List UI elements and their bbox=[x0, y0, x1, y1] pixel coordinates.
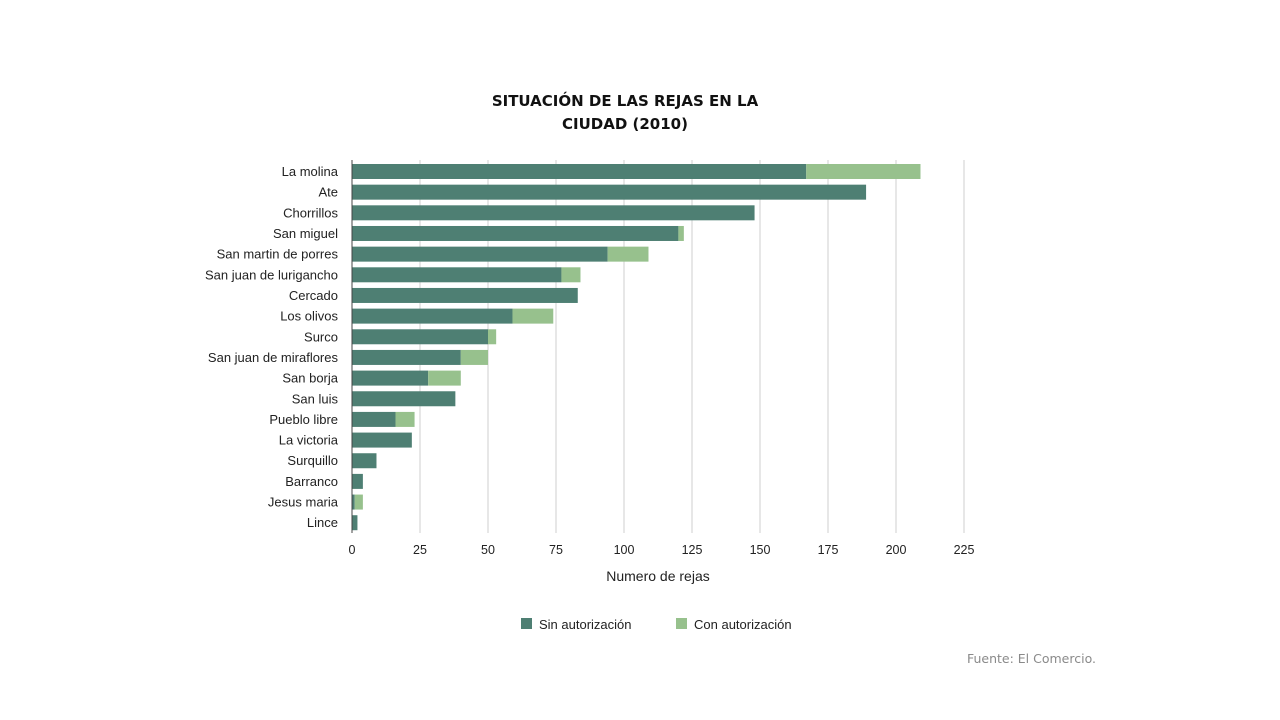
x-tick-label-125: 125 bbox=[682, 543, 703, 557]
bar-la-molina-sin-autorizacion bbox=[352, 164, 807, 179]
x-tick-label-25: 25 bbox=[413, 543, 427, 557]
category-label-la-victoria: La victoria bbox=[279, 433, 339, 448]
category-label-san-martin-de-porres: San martin de porres bbox=[217, 247, 339, 262]
category-label-los-olivos: Los olivos bbox=[280, 309, 338, 324]
bar-jesus-maria-con-autorizacion bbox=[354, 494, 363, 510]
bar-pueblo-libre-con-autorizacion bbox=[395, 411, 415, 427]
bar-pueblo-libre-sin-autorizacion bbox=[352, 411, 396, 427]
x-tick-label-100: 100 bbox=[614, 543, 635, 557]
category-label-surquillo: Surquillo bbox=[287, 453, 338, 468]
category-label-jesus-maria: Jesus maria bbox=[268, 495, 339, 510]
bar-cercado-sin-autorizacion bbox=[352, 287, 578, 303]
bar-chorrillos-sin-autorizacion bbox=[352, 205, 755, 221]
category-label-la-molina: La molina bbox=[282, 164, 339, 179]
chart-title-line-1: SITUACIÓN DE LAS REJAS EN LA bbox=[492, 91, 759, 110]
bar-lince-sin-autorizacion bbox=[352, 515, 358, 531]
bar-san-juan-de-miraflores-con-autorizacion bbox=[460, 349, 488, 365]
bar-surco-sin-autorizacion bbox=[352, 329, 488, 345]
bar-la-molina-con-autorizacion bbox=[806, 164, 921, 179]
x-tick-label-150: 150 bbox=[750, 543, 771, 557]
category-label-ate: Ate bbox=[318, 185, 338, 200]
bar-jesus-maria-sin-autorizacion bbox=[352, 494, 355, 510]
category-label-pueblo-libre: Pueblo libre bbox=[269, 412, 338, 427]
bar-san-juan-de-lurigancho-sin-autorizacion bbox=[352, 267, 562, 283]
bar-san-luis-sin-autorizacion bbox=[352, 391, 456, 407]
bar-san-juan-de-miraflores-sin-autorizacion bbox=[352, 349, 461, 365]
category-label-surco: Surco bbox=[304, 329, 338, 344]
bar-san-martin-de-porres-sin-autorizacion bbox=[352, 246, 608, 262]
bar-la-victoria-sin-autorizacion bbox=[352, 432, 412, 448]
bars bbox=[352, 164, 921, 531]
bar-los-olivos-con-autorizacion bbox=[512, 308, 554, 324]
category-label-chorrillos: Chorrillos bbox=[283, 205, 338, 220]
bar-surco-con-autorizacion bbox=[488, 329, 497, 345]
category-labels: La molina Ate Chorrillos San miguel San mart… bbox=[205, 164, 339, 530]
category-label-san-miguel: San miguel bbox=[273, 226, 338, 241]
legend-label-sin-autorizacion: Sin autorización bbox=[539, 617, 632, 632]
x-axis-title: Numero de rejas bbox=[606, 568, 710, 584]
category-label-san-borja: San borja bbox=[282, 371, 338, 386]
x-tick-label-75: 75 bbox=[549, 543, 563, 557]
bar-san-borja-sin-autorizacion bbox=[352, 370, 429, 386]
category-label-cercado: Cercado bbox=[289, 288, 338, 303]
chart-title: SITUACIÓN DE LAS REJAS EN LA CIUDAD (201… bbox=[492, 91, 759, 133]
gridlines bbox=[419, 160, 965, 533]
bar-barranco-sin-autorizacion bbox=[352, 473, 363, 489]
bar-surquillo-sin-autorizacion bbox=[352, 453, 377, 469]
category-label-san-juan-de-lurigancho: San juan de lurigancho bbox=[205, 267, 338, 282]
bar-san-juan-de-lurigancho-con-autorizacion bbox=[561, 267, 581, 283]
x-tick-label-225: 225 bbox=[954, 543, 975, 557]
bar-san-miguel-con-autorizacion bbox=[678, 225, 684, 241]
bar-san-martin-de-porres-con-autorizacion bbox=[607, 246, 649, 262]
legend-swatch-sin-autorizacion bbox=[521, 618, 532, 629]
bar-san-borja-con-autorizacion bbox=[428, 370, 461, 386]
category-label-san-juan-de-miraflores: San juan de miraflores bbox=[208, 350, 339, 365]
bar-ate-sin-autorizacion bbox=[352, 184, 867, 200]
legend-label-con-autorizacion: Con autorización bbox=[694, 617, 792, 632]
x-tick-label-175: 175 bbox=[818, 543, 839, 557]
legend: Sin autorización Con autorización bbox=[521, 617, 792, 632]
bar-san-miguel-sin-autorizacion bbox=[352, 225, 679, 241]
bar-los-olivos-sin-autorizacion bbox=[352, 308, 513, 324]
x-tick-label-200: 200 bbox=[886, 543, 907, 557]
source-note: Fuente: El Comercio. bbox=[967, 651, 1096, 666]
chart-title-line-2: CIUDAD (2010) bbox=[562, 115, 688, 133]
x-tick-label-0: 0 bbox=[349, 543, 356, 557]
x-tick-labels: 0 25 50 75 100 125 150 175 200 225 bbox=[349, 543, 975, 557]
legend-swatch-con-autorizacion bbox=[676, 618, 687, 629]
x-tick-label-50: 50 bbox=[481, 543, 495, 557]
category-label-barranco: Barranco bbox=[285, 474, 338, 489]
category-label-lince: Lince bbox=[307, 515, 338, 530]
category-label-san-luis: San luis bbox=[292, 391, 339, 406]
